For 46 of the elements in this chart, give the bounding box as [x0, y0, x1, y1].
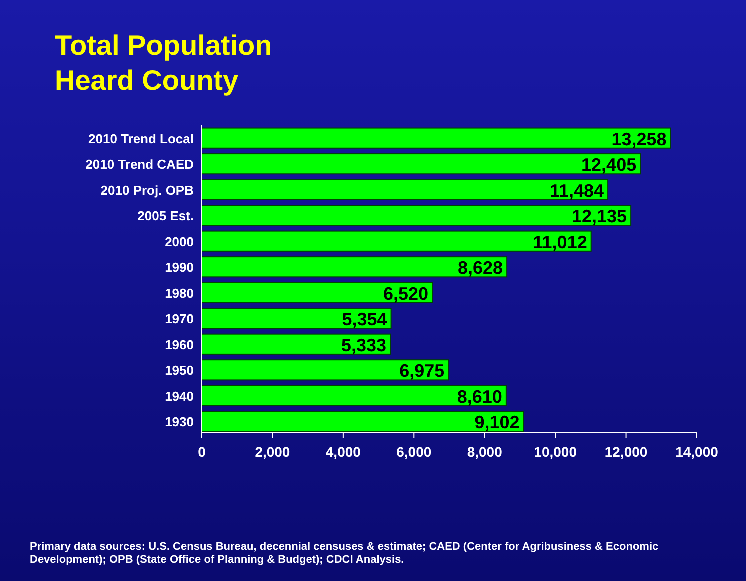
x-tick-label: 12,000: [604, 444, 648, 460]
data-label: 12,135: [572, 206, 628, 227]
x-tick-label: 0: [198, 444, 206, 460]
chart-title: Total Population Heard County: [55, 30, 272, 96]
data-label: 8,610: [457, 386, 502, 407]
y-tick-label: 1990: [165, 260, 194, 276]
data-label: 5,354: [342, 310, 388, 330]
x-tick-label: 8,000: [467, 444, 503, 460]
bar: [202, 385, 507, 406]
bar: [202, 154, 642, 175]
data-label: 6,975: [400, 361, 445, 382]
data-label: 12,405: [582, 155, 637, 176]
y-tick-label: 1930: [165, 414, 194, 430]
data-label: 11,484: [550, 180, 604, 201]
x-tick-label: 2,000: [255, 444, 290, 460]
y-tick-label: 1960: [165, 337, 194, 352]
bar: [202, 205, 632, 226]
data-label: 9,102: [474, 412, 520, 433]
x-tick-label: 10,000: [534, 444, 578, 460]
y-tick-label: 1950: [165, 363, 194, 378]
bar: [202, 411, 524, 432]
bar: [202, 256, 508, 278]
x-tick-label: 6,000: [396, 444, 432, 460]
y-tick-label: 2000: [165, 234, 194, 250]
data-label: 8,628: [458, 258, 504, 278]
bar: [202, 179, 609, 200]
bar: [202, 360, 450, 381]
text: Primary data sources: U.S. Census Bureau, decennial censuses & estimate; CAED (Center for Agribusiness & Economic Development); OPB (State Office of Planning & Budget); CDCI Analysis.: [30, 541, 659, 566]
y-tick-label: 2010 Trend CAED: [86, 157, 194, 172]
data-label: 11,012: [533, 232, 588, 252]
bar: [202, 230, 592, 252]
x-tick-label: 14,000: [676, 444, 719, 460]
data-label: 13,258: [612, 129, 667, 150]
bar: [202, 282, 434, 304]
bar: [202, 308, 392, 330]
data-label: 5,333: [342, 335, 387, 356]
y-tick-label: 2005 Est.: [138, 208, 194, 224]
data-label: 6,520: [383, 284, 429, 304]
y-tick-label: 2010 Proj. OPB: [100, 182, 194, 198]
y-tick-label: 1940: [165, 388, 194, 404]
y-tick-label: 2010 Trend Local: [88, 131, 194, 146]
bar: [202, 334, 392, 355]
y-tick-label: 1980: [165, 286, 194, 301]
bar: [202, 128, 672, 149]
x-tick-label: 4,000: [326, 444, 362, 460]
y-tick-label: 1970: [165, 312, 194, 327]
